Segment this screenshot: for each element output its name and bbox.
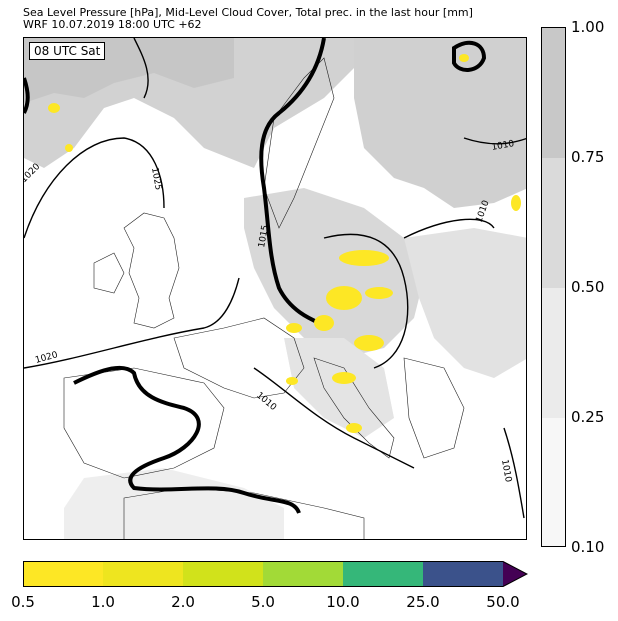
isobar-1010-northeast [463,137,526,145]
cloud-patch-northeast [354,38,526,208]
isobar-label: 1010 [254,391,278,414]
precip-tick-label: 50.0 [486,593,520,611]
precip-layer [48,54,521,433]
precip-segment-1 [23,561,103,587]
cloud-tick-label: 0.50 [571,278,605,296]
coast-scandinavia [263,57,335,229]
isobar-1015-central [323,233,409,369]
isobar-label: 1010 [499,459,513,484]
cloud-patch-central-europe [244,188,424,358]
precip-patch [511,195,521,211]
isobar-label: 1025 [149,167,163,191]
cloud-tick-label: 0.25 [571,408,605,426]
isobar-1010-southeast [503,427,525,519]
isobar-1020-west [24,277,240,369]
precip-extend-arrow [503,561,527,587]
precip-patch [286,323,302,333]
precip-patch [48,103,60,113]
coast-iberia [63,367,225,479]
precip-segment-6 [423,561,503,587]
precip-patch [314,315,334,331]
cloud-cover-layer [24,38,526,539]
precip-segment-2 [103,561,183,587]
precip-patch [339,250,389,266]
precip-patch [65,144,73,152]
isobar-bold-layer [24,38,487,514]
weather-map: 1020 1025 1015 1010 1020 1010 1010 1010 [23,37,527,540]
precip-tick-label: 0.5 [11,593,35,611]
coast-ireland [93,252,125,294]
map-canvas: 1020 1025 1015 1010 1020 1010 1010 1010 [24,38,526,539]
isobar-1010-south [253,367,415,469]
chart-title-line2: WRF 10.07.2019 18:00 UTC +62 [23,18,202,31]
precip-patch [346,423,362,433]
precip-segment-3 [183,561,263,587]
cloud-segment-4 [542,418,565,546]
precip-patch [365,287,393,299]
chart-header: Sea Level Pressure [hPa], Mid-Level Clou… [23,7,473,31]
precip-tick-label: 1.0 [91,593,115,611]
cloud-patch-east [404,228,526,378]
precip-tick-label: 10.0 [326,593,360,611]
precip-tick-label: 2.0 [171,593,195,611]
cloud-segment-3 [542,288,565,418]
cloud-tick-label: 0.10 [571,538,605,556]
isobar-1025-north [133,38,149,99]
precip-colorbar-border [23,561,528,587]
isobar-bold-west-edge [24,77,30,114]
isobar-bold-iberia [73,365,301,514]
isobar-label: 1015 [257,224,271,248]
isobar-1010-east [403,218,495,239]
cloud-patch-italy [284,338,394,438]
coast-britain [123,212,180,329]
precip-patch [354,335,384,351]
isobar-1020-north [24,137,165,239]
coast-france [173,317,305,399]
precip-patch [459,54,469,62]
precip-segment-4 [263,561,343,587]
cloud-colorbar [541,27,566,547]
precip-tick-label: 25.0 [406,593,440,611]
isobar-bold-central [259,38,331,330]
precip-segment-5 [343,561,423,587]
precip-tick-label: 5.0 [251,593,275,611]
precip-patch [326,286,362,310]
isobar-bold-low [452,40,487,72]
chart-title-line1: Sea Level Pressure [hPa], Mid-Level Clou… [23,6,473,19]
precip-patch [332,372,356,384]
cloud-segment-1 [542,28,565,158]
precip-patch [286,377,298,385]
coast-balkans [403,357,465,459]
cloud-patch-africa [64,468,284,539]
isobar-layer [24,38,526,519]
precip-colorbar [23,561,528,587]
cloud-segment-2 [542,158,565,288]
forecast-time-label: 08 UTC Sat [29,42,106,60]
cloud-tick-label: 1.00 [571,18,605,36]
isobar-label: 1010 [491,139,516,153]
cloud-tick-label: 0.75 [571,148,605,166]
